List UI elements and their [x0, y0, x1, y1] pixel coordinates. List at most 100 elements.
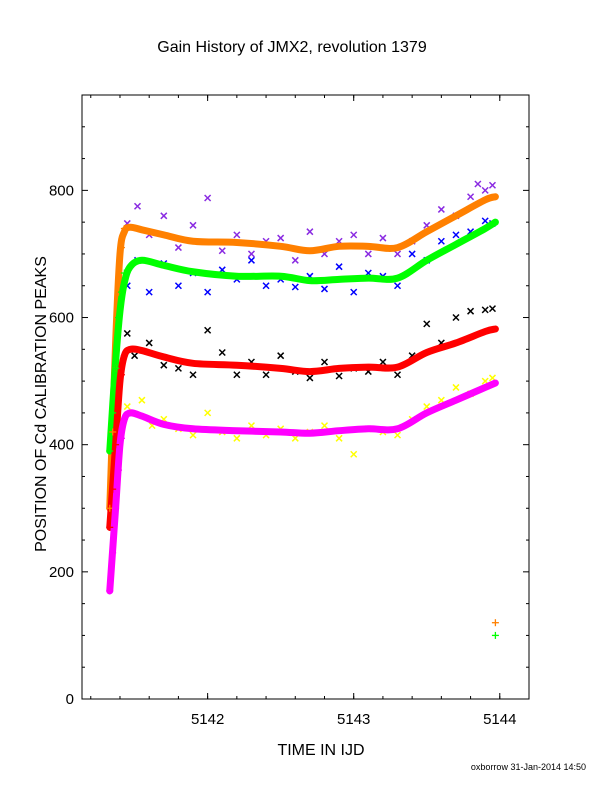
scatter-stroke [133, 202, 142, 210]
scatter-point [138, 396, 146, 404]
scatter-point [123, 403, 131, 411]
scatter-point [174, 364, 182, 372]
scatter-stroke [335, 434, 343, 442]
rise-marker [117, 288, 125, 296]
scatter-stroke [218, 348, 226, 357]
scatter-stroke [277, 352, 285, 360]
scatter-stroke [481, 217, 489, 225]
scatter-stroke [379, 358, 387, 366]
scatter-point [233, 371, 241, 379]
scatter-point [174, 244, 182, 252]
rise-marker [109, 485, 117, 493]
y-tick-label: 0 [66, 691, 74, 708]
scatter-point [379, 234, 387, 242]
scatter-stroke [291, 256, 299, 264]
fit-curve [106, 193, 499, 512]
scatter-point [452, 383, 460, 391]
y-tick-label: 600 [49, 310, 74, 327]
scatter-point [364, 250, 372, 258]
scatter-point [291, 256, 299, 264]
scatter-stroke [160, 361, 168, 369]
scatter-stroke [364, 250, 372, 258]
scatter-stroke [335, 372, 343, 380]
scatter-stroke [467, 307, 475, 315]
scatter-point [204, 288, 212, 296]
scatter-stroke [204, 326, 212, 334]
legend-marker [491, 619, 499, 627]
scatter-stroke [247, 256, 255, 264]
scatter-stroke [204, 409, 212, 417]
rise-marker [117, 244, 125, 252]
scatter-stroke [320, 285, 329, 293]
scatter-point [189, 221, 197, 229]
rise-markers [106, 225, 128, 595]
y-axis: 0 200 400 600 800 [49, 126, 529, 708]
scatter-point [218, 247, 226, 255]
rise-marker [109, 409, 117, 417]
scatter-stroke [189, 431, 197, 439]
scatter-stroke [262, 282, 270, 290]
scatter-point [320, 422, 329, 430]
scatter-point [393, 250, 402, 258]
scatter-point [488, 181, 497, 189]
scatter-stroke [437, 237, 445, 245]
scatter-point [277, 352, 285, 360]
scatter-stroke [481, 377, 489, 385]
rise-marker [115, 314, 123, 322]
scatter-point [306, 374, 314, 382]
scatter-stroke [452, 313, 460, 322]
rise-marker [106, 504, 114, 512]
scatter-point [320, 285, 329, 293]
scatter-point [393, 371, 402, 379]
scatter-stroke [437, 205, 445, 213]
rise-marker [120, 269, 128, 277]
scatter-point [277, 234, 285, 242]
legend-markers [491, 619, 499, 639]
scatter-stroke [138, 396, 146, 404]
scatter-point [335, 372, 343, 380]
rise-marker [120, 225, 128, 233]
scatter-stroke [189, 221, 197, 229]
chart-title: Gain History of JMX2, revolution 1379 [157, 39, 427, 56]
scatter-stroke [123, 329, 131, 337]
scatter-stroke [145, 339, 153, 347]
fit-curve [106, 325, 499, 531]
x-tick-label: 5144 [483, 711, 516, 728]
scatter-point [408, 250, 416, 258]
scatter-point [174, 282, 182, 290]
scatter-stroke [350, 231, 358, 239]
scatter-point [233, 231, 241, 239]
rise-marker [106, 587, 114, 595]
scatter-stroke [262, 371, 270, 379]
scatter-point [488, 305, 497, 313]
scatter-stroke [393, 431, 402, 439]
scatter-stroke [320, 422, 329, 430]
scatter-stroke [474, 180, 482, 188]
scatter-point [452, 313, 460, 322]
scatter-stroke [437, 396, 445, 404]
scatter-stroke [174, 282, 182, 290]
fit-curve [106, 218, 499, 455]
scatter-point [262, 371, 270, 379]
scatter-point [423, 320, 431, 328]
scatter-stroke [481, 186, 489, 194]
scatter-stroke [160, 212, 168, 220]
x-axis: 5142 5143 5144 [90, 95, 516, 728]
scatter-point [218, 348, 226, 357]
plot-frame [81, 94, 530, 700]
scatter-stroke [467, 193, 475, 201]
scatter-point [467, 193, 475, 201]
scatter-point [481, 186, 489, 194]
scatter-stroke [350, 288, 358, 296]
scatter-stroke [423, 403, 431, 411]
legend-marker [491, 631, 499, 639]
scatter-point [204, 326, 212, 334]
scatter-stroke [291, 283, 299, 291]
scatter-point [247, 256, 255, 264]
scatter-point [204, 194, 212, 202]
rise-marker [106, 447, 114, 455]
scatter-point [437, 237, 445, 245]
scatter-point [350, 450, 358, 458]
scatter-stroke [481, 306, 489, 314]
